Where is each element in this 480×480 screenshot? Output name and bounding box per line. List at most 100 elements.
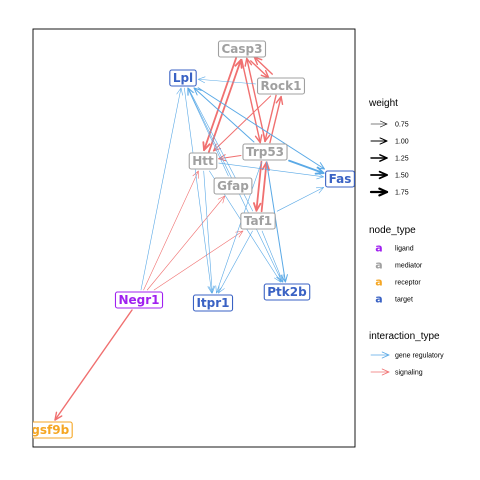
legend-weight-key-3: 1.50 xyxy=(370,170,409,180)
plot-panel xyxy=(32,28,356,448)
legend-interaction-type-label-0: gene regulatory xyxy=(395,353,444,360)
node-itpr1: Itpr1 xyxy=(192,294,234,312)
node-taf1-box xyxy=(240,212,276,230)
edge-htt-fas-head xyxy=(316,172,324,180)
edge-lpl-itpr1 xyxy=(184,87,215,294)
node-lpl-box xyxy=(169,69,197,87)
legend-interaction-type-arrow-1-head xyxy=(381,368,390,376)
edge-trp53-lpl-head xyxy=(193,87,202,96)
edge-trp53-casp3-line xyxy=(246,57,267,143)
node-casp3-box xyxy=(217,40,267,58)
edge-casp3-trp53-line xyxy=(240,58,261,144)
node-trp53-box xyxy=(242,143,288,161)
node-itpr1-box xyxy=(192,294,234,312)
edge-taf1-lpl-head xyxy=(187,87,195,96)
edge-trp53-taf1-line xyxy=(255,160,263,212)
edge-rock1-htt xyxy=(212,95,272,152)
edge-rock1-trp53-head xyxy=(262,132,271,143)
node-layer: Casp3 Lpl Rock1 Htt Trp53 Gfap Fas Taf1 Negr1 Itp… xyxy=(27,40,355,439)
edge-trp53-ptk2b-head xyxy=(280,274,288,283)
node-fas-label: Fas xyxy=(329,172,352,186)
edge-rock1-trp53 xyxy=(262,94,277,143)
legend-weight-keys: 0.75 1.00 1.25 1.50 1.75 xyxy=(369,120,409,197)
edge-layer xyxy=(54,56,325,421)
edge-negr1-htt-head xyxy=(192,170,199,179)
node-rock1-label: Rock1 xyxy=(261,79,302,93)
edge-trp53-itpr1-head xyxy=(215,285,222,294)
legend-weight-key-0: 0.75 xyxy=(370,120,409,129)
edge-negr1-igsf9b-line xyxy=(54,309,133,421)
node-rock1-box xyxy=(256,77,306,95)
legend-node-type-key-1: a mediator xyxy=(375,259,423,272)
legend-weight-label-3: 1.50 xyxy=(395,173,409,180)
edge-htt-fas xyxy=(218,162,324,180)
edge-trp53-fas-line xyxy=(288,159,325,175)
node-lpl-label: Lpl xyxy=(173,71,193,85)
edge-trp53-ptk2b xyxy=(266,161,288,283)
node-lpl: Lpl xyxy=(169,69,197,87)
legend-node-type-glyph-2: a xyxy=(375,276,382,289)
edge-lpl-fas-line xyxy=(197,87,325,170)
edge-negr1-taf1-line xyxy=(153,230,244,291)
node-itpr1-label: Itpr1 xyxy=(196,296,229,310)
edge-taf1-fas xyxy=(276,187,324,212)
edge-negr1-taf1-head xyxy=(235,230,244,238)
edge-casp3-htt-head xyxy=(202,141,211,152)
node-ptk2b-label: Ptk2b xyxy=(267,285,307,299)
legend-weight-arrow-3-head xyxy=(378,170,388,180)
legend-weight-key-1: 1.00 xyxy=(370,137,409,146)
legend-node-type-key-3: a target xyxy=(375,293,413,306)
node-negr1-box xyxy=(114,291,164,309)
edge-casp3-rock1-line xyxy=(250,60,270,79)
legend-node-type-key-0: a ligand xyxy=(375,242,414,255)
node-negr1: Negr1 xyxy=(114,291,164,309)
legend-node-type-glyph-3: a xyxy=(375,293,382,306)
legend-weight-key-2: 1.25 xyxy=(370,154,409,163)
legend-interaction-type: interaction_type gene regulatory signalin… xyxy=(369,331,444,377)
legend: weight 0.75 1.00 1.25 1.50 1.75 node_type a l… xyxy=(368,98,444,377)
node-igsf9b: Igsf9b xyxy=(27,421,73,439)
node-negr1-label: Negr1 xyxy=(118,293,159,307)
edge-negr1-htt xyxy=(143,170,199,291)
legend-interaction-type-key-1: signaling xyxy=(370,368,423,377)
node-trp53-label: Trp53 xyxy=(246,145,284,159)
legend-node-type-key-2: a receptor xyxy=(375,276,421,289)
edge-taf1-trp53-line xyxy=(260,161,268,213)
edge-taf1-itpr1-head xyxy=(218,285,225,294)
edge-htt-fas-line xyxy=(218,162,324,178)
edge-htt-ptk2b-head xyxy=(274,274,281,283)
edge-trp53-rock1-head xyxy=(275,95,284,106)
edge-trp53-htt-line xyxy=(218,154,242,160)
node-gfap: Gfap xyxy=(213,177,253,195)
edge-lpl-itpr1-head xyxy=(207,285,215,294)
edge-negr1-gfap xyxy=(146,195,226,291)
edge-trp53-lpl xyxy=(193,87,255,143)
edge-trp53-taf1-head xyxy=(252,202,262,212)
node-rock1: Rock1 xyxy=(256,77,306,95)
legend-weight-arrow-2-head xyxy=(379,154,388,162)
legend-node-type-label-2: receptor xyxy=(395,280,421,287)
node-fas-box xyxy=(325,170,355,188)
node-fas: Fas xyxy=(325,170,355,188)
edge-htt-itpr1 xyxy=(203,170,216,294)
edge-negr1-lpl-line xyxy=(140,87,182,291)
edge-taf1-itpr1-line xyxy=(218,230,253,294)
node-htt-box xyxy=(188,152,218,170)
edge-htt-casp3-head xyxy=(234,58,243,69)
legend-weight-key-4: 1.75 xyxy=(369,187,409,197)
node-trp53: Trp53 xyxy=(242,143,288,161)
legend-node-type-glyph-0: a xyxy=(375,242,382,255)
edge-trp53-itpr1 xyxy=(215,161,262,294)
edge-negr1-lpl xyxy=(140,87,183,291)
node-gfap-label: Gfap xyxy=(217,179,249,193)
legend-weight-label-2: 1.25 xyxy=(395,156,409,163)
edge-negr1-gfap-head xyxy=(217,195,226,204)
edge-taf1-ptk2b-line xyxy=(261,230,284,283)
node-gfap-box xyxy=(213,177,253,195)
edge-taf1-ptk2b xyxy=(261,230,284,283)
edge-trp53-htt xyxy=(218,154,242,162)
edge-taf1-fas-head xyxy=(315,187,324,194)
node-igsf9b-label: Igsf9b xyxy=(27,423,70,437)
edge-taf1-fas-line xyxy=(276,187,324,212)
legend-weight-arrow-0-head xyxy=(379,120,388,128)
